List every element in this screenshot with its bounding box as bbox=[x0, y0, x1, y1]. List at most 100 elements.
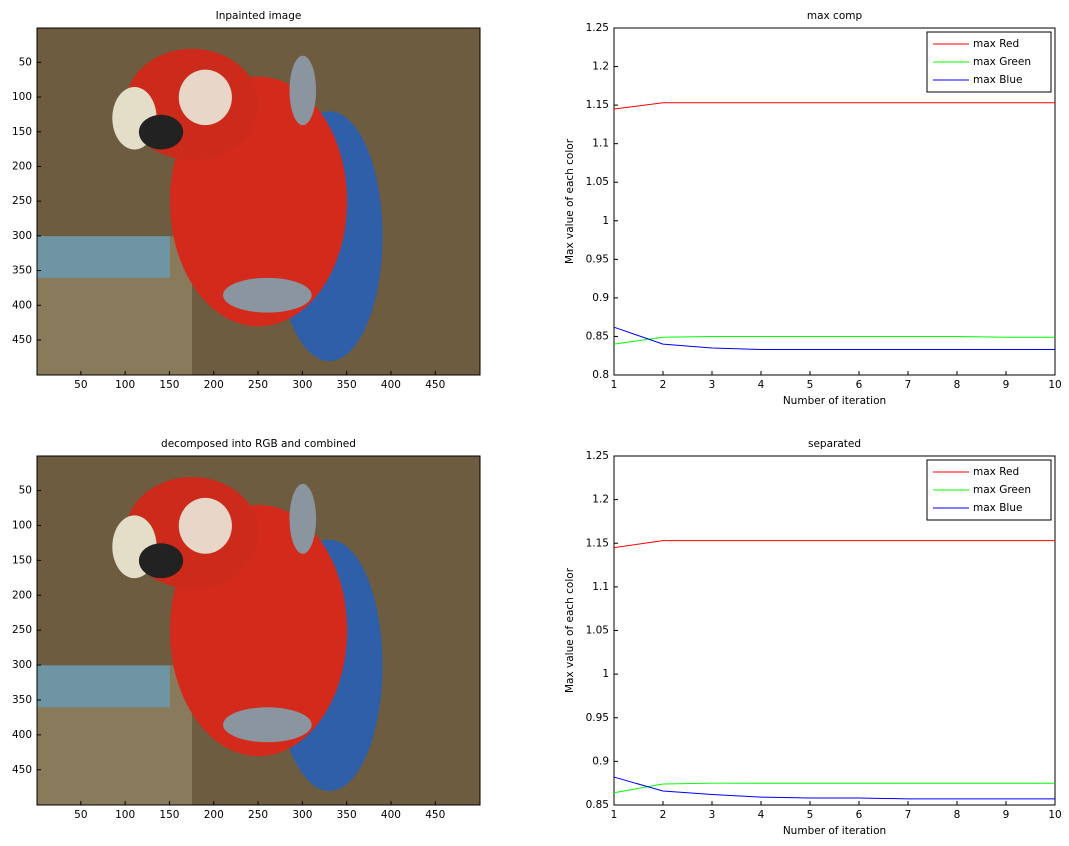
figure: Inpainted image5010015020025030035040045… bbox=[0, 0, 1069, 846]
y-tick-label: 50 bbox=[19, 485, 32, 497]
x-tick-label: 10 bbox=[1048, 379, 1061, 391]
parrot-foot bbox=[290, 484, 317, 554]
legend-label: max Blue bbox=[973, 74, 1022, 86]
y-tick-label: 350 bbox=[12, 694, 32, 706]
parrot-face bbox=[179, 70, 232, 126]
y-axis-label: Max value of each color bbox=[564, 138, 576, 264]
y-tick-label: 450 bbox=[12, 764, 32, 776]
x-tick-label: 200 bbox=[204, 809, 224, 821]
x-tick-label: 50 bbox=[74, 809, 87, 821]
x-tick-label: 200 bbox=[204, 379, 224, 391]
parrot-beak-lower bbox=[139, 543, 183, 578]
x-tick-label: 1 bbox=[611, 379, 618, 391]
chart-title: max comp bbox=[807, 10, 863, 22]
image-perch bbox=[37, 665, 170, 707]
x-tick-label: 3 bbox=[709, 809, 716, 821]
y-tick-label: 400 bbox=[12, 299, 32, 311]
y-tick-label: 450 bbox=[12, 334, 32, 346]
legend-label: max Red bbox=[973, 38, 1019, 50]
x-tick-label: 8 bbox=[954, 379, 961, 391]
x-tick-label: 5 bbox=[807, 379, 814, 391]
y-tick-label: 1.15 bbox=[586, 99, 609, 111]
y-tick-label: 300 bbox=[12, 659, 32, 671]
x-tick-label: 7 bbox=[905, 809, 912, 821]
x-tick-label: 350 bbox=[337, 379, 357, 391]
x-tick-label: 150 bbox=[159, 809, 179, 821]
x-tick-label: 8 bbox=[954, 809, 961, 821]
x-tick-label: 100 bbox=[115, 809, 135, 821]
parrot-foot bbox=[290, 56, 317, 125]
x-tick-label: 4 bbox=[758, 379, 765, 391]
y-tick-label: 1.15 bbox=[586, 537, 609, 549]
y-tick-label: 50 bbox=[19, 56, 32, 68]
y-tick-label: 1.2 bbox=[592, 61, 609, 73]
x-tick-label: 300 bbox=[292, 809, 312, 821]
x-tick-label: 5 bbox=[807, 809, 814, 821]
x-tick-label: 10 bbox=[1048, 809, 1061, 821]
y-tick-label: 150 bbox=[12, 126, 32, 138]
parrot-foot bbox=[223, 707, 312, 742]
x-tick-label: 100 bbox=[115, 379, 135, 391]
y-tick-label: 100 bbox=[12, 519, 32, 531]
y-tick-label: 150 bbox=[12, 554, 32, 566]
x-tick-label: 6 bbox=[856, 379, 863, 391]
y-tick-label: 0.9 bbox=[592, 292, 609, 304]
x-tick-label: 9 bbox=[1003, 379, 1010, 391]
chart-title: Inpainted image bbox=[216, 10, 302, 22]
x-tick-label: 150 bbox=[159, 379, 179, 391]
x-tick-label: 250 bbox=[248, 379, 268, 391]
parrot-beak-lower bbox=[139, 115, 183, 150]
y-tick-label: 250 bbox=[12, 195, 32, 207]
x-tick-label: 4 bbox=[758, 809, 765, 821]
parrot-foot bbox=[223, 278, 312, 313]
y-tick-label: 1.1 bbox=[592, 138, 609, 150]
x-tick-label: 2 bbox=[660, 809, 667, 821]
x-tick-label: 2 bbox=[660, 379, 667, 391]
y-tick-label: 0.85 bbox=[586, 799, 609, 811]
y-tick-label: 300 bbox=[12, 230, 32, 242]
y-tick-label: 1.2 bbox=[592, 494, 609, 506]
x-tick-label: 450 bbox=[425, 809, 445, 821]
y-tick-label: 200 bbox=[12, 160, 32, 172]
y-tick-label: 1.05 bbox=[586, 625, 609, 637]
y-tick-label: 0.95 bbox=[586, 253, 609, 265]
x-tick-label: 300 bbox=[292, 379, 312, 391]
y-axis-label: Max value of each color bbox=[564, 567, 576, 693]
chart-title: decomposed into RGB and combined bbox=[161, 438, 356, 450]
y-tick-label: 0.95 bbox=[586, 712, 609, 724]
x-tick-label: 350 bbox=[337, 809, 357, 821]
y-tick-label: 1.1 bbox=[592, 581, 609, 593]
x-tick-label: 3 bbox=[709, 379, 716, 391]
x-tick-label: 7 bbox=[905, 379, 912, 391]
x-tick-label: 50 bbox=[74, 379, 87, 391]
x-tick-label: 400 bbox=[381, 809, 401, 821]
y-tick-label: 0.8 bbox=[592, 369, 609, 381]
legend-label: max Green bbox=[973, 484, 1031, 496]
parrot-face bbox=[179, 498, 232, 554]
x-axis-label: Number of iteration bbox=[783, 395, 886, 407]
legend-label: max Red bbox=[973, 466, 1019, 478]
y-tick-label: 250 bbox=[12, 624, 32, 636]
y-tick-label: 1.25 bbox=[586, 450, 609, 462]
y-tick-label: 1.05 bbox=[586, 176, 609, 188]
x-tick-label: 450 bbox=[425, 379, 445, 391]
y-tick-label: 0.9 bbox=[592, 755, 609, 767]
y-tick-label: 400 bbox=[12, 729, 32, 741]
y-tick-label: 200 bbox=[12, 589, 32, 601]
image-perch bbox=[37, 236, 170, 278]
x-tick-label: 1 bbox=[611, 809, 618, 821]
y-tick-label: 1 bbox=[602, 215, 609, 227]
y-tick-label: 1 bbox=[602, 668, 609, 680]
x-tick-label: 6 bbox=[856, 809, 863, 821]
y-tick-label: 0.85 bbox=[586, 330, 609, 342]
legend-label: max Green bbox=[973, 56, 1031, 68]
y-tick-label: 350 bbox=[12, 265, 32, 277]
y-tick-label: 1.25 bbox=[586, 22, 609, 34]
legend-label: max Blue bbox=[973, 502, 1022, 514]
y-tick-label: 100 bbox=[12, 91, 32, 103]
x-tick-label: 9 bbox=[1003, 809, 1010, 821]
chart-title: separated bbox=[808, 438, 861, 450]
x-axis-label: Number of iteration bbox=[783, 825, 886, 837]
x-tick-label: 250 bbox=[248, 809, 268, 821]
x-tick-label: 400 bbox=[381, 379, 401, 391]
